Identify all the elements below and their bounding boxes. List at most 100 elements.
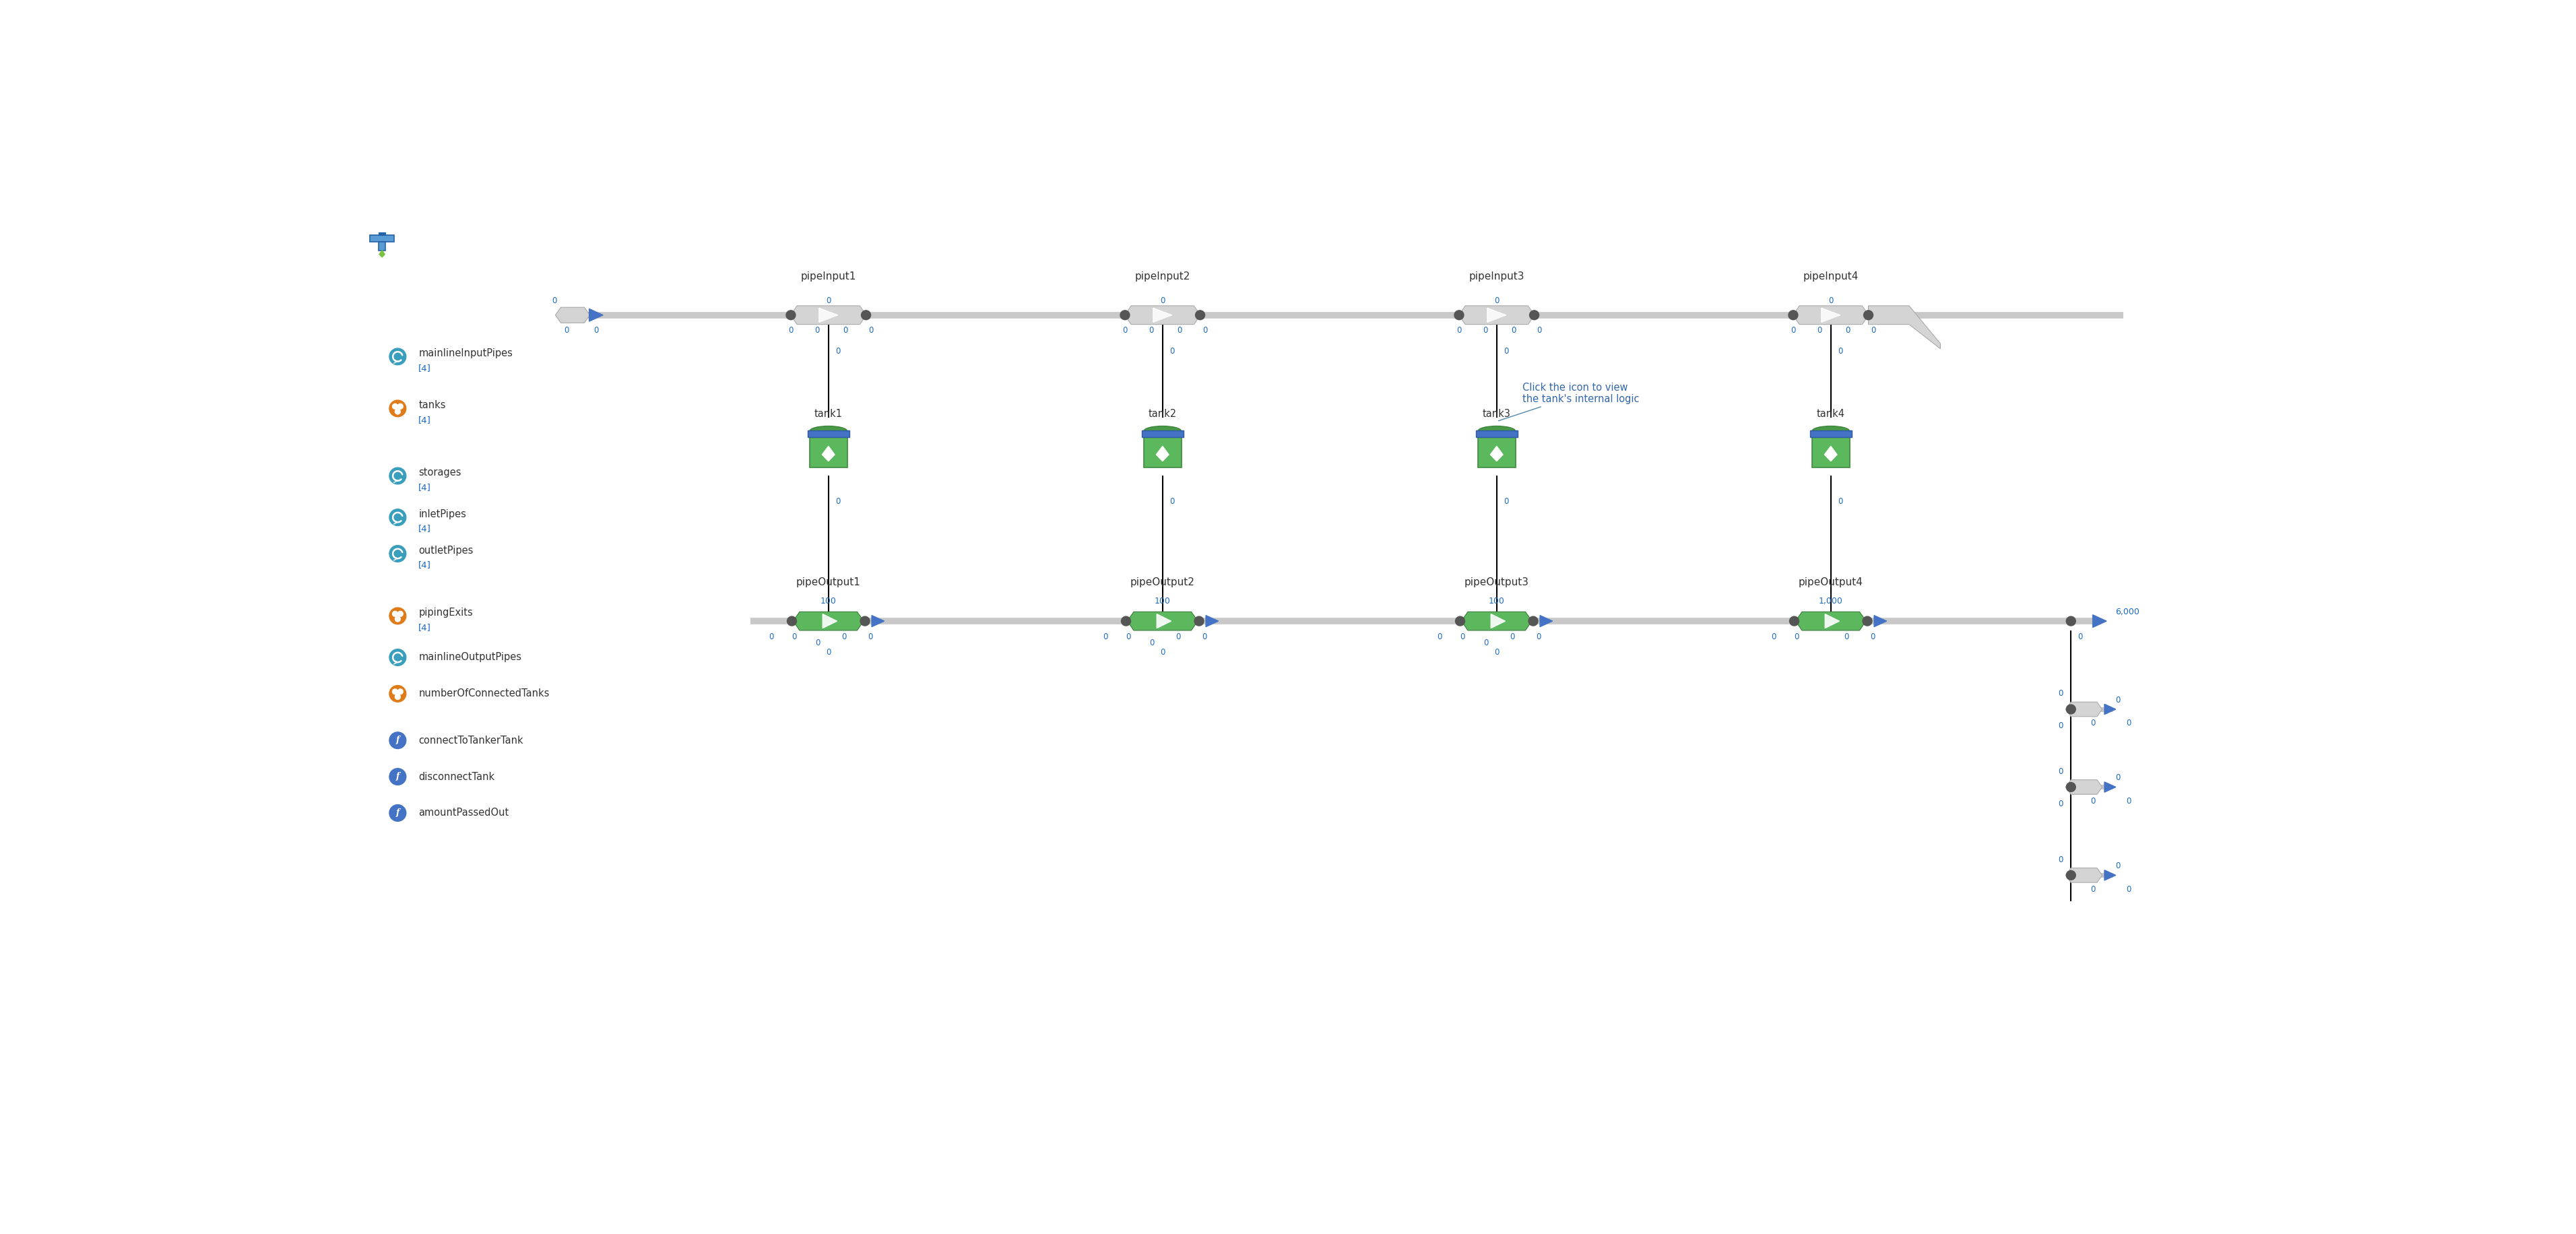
FancyBboxPatch shape — [379, 232, 386, 236]
Text: 0: 0 — [1870, 632, 1875, 640]
Text: 0: 0 — [1837, 497, 1842, 506]
Circle shape — [389, 400, 407, 417]
Text: 0: 0 — [835, 347, 840, 355]
Polygon shape — [1868, 306, 1940, 349]
Text: 100: 100 — [1154, 597, 1170, 606]
Ellipse shape — [1144, 426, 1182, 437]
Text: 0: 0 — [827, 296, 832, 305]
Circle shape — [2066, 782, 2076, 792]
Polygon shape — [793, 612, 863, 631]
Circle shape — [394, 616, 399, 622]
Text: 0: 0 — [827, 648, 832, 656]
Polygon shape — [1458, 306, 1535, 325]
Text: Click the icon to view
the tank's internal logic: Click the icon to view the tank's intern… — [1499, 383, 1641, 421]
Text: 0: 0 — [2125, 885, 2130, 893]
Text: 0: 0 — [1159, 648, 1164, 656]
Text: 0: 0 — [2058, 768, 2063, 776]
Text: 0: 0 — [768, 632, 773, 640]
Text: [4]: [4] — [417, 364, 430, 373]
FancyBboxPatch shape — [809, 431, 848, 468]
Circle shape — [786, 311, 796, 320]
Text: 0: 0 — [817, 638, 819, 648]
Circle shape — [397, 611, 402, 617]
Text: 0: 0 — [1504, 347, 1510, 355]
Circle shape — [1530, 311, 1538, 320]
Polygon shape — [1154, 308, 1172, 322]
Text: 0: 0 — [1844, 326, 1850, 334]
Circle shape — [1195, 311, 1206, 320]
Ellipse shape — [809, 426, 848, 437]
Circle shape — [1790, 617, 1798, 626]
Polygon shape — [1821, 308, 1839, 322]
Text: pipeOutput1: pipeOutput1 — [796, 578, 860, 587]
Circle shape — [2066, 870, 2076, 880]
Text: numberOfConnectedTanks: numberOfConnectedTanks — [417, 689, 549, 698]
Text: 0: 0 — [1535, 632, 1540, 640]
Polygon shape — [871, 616, 884, 627]
Ellipse shape — [1811, 426, 1850, 437]
Polygon shape — [379, 251, 384, 257]
FancyBboxPatch shape — [1144, 431, 1182, 468]
Circle shape — [389, 732, 407, 749]
Circle shape — [392, 689, 397, 695]
Text: 0: 0 — [1790, 326, 1795, 334]
Circle shape — [1455, 617, 1466, 626]
Polygon shape — [2105, 782, 2115, 792]
Text: inletPipes: inletPipes — [417, 510, 466, 520]
Circle shape — [1121, 311, 1131, 320]
Text: 0: 0 — [2079, 632, 2084, 640]
Text: [4]: [4] — [417, 482, 430, 491]
Text: [4]: [4] — [417, 560, 430, 569]
Circle shape — [389, 510, 407, 526]
Polygon shape — [1206, 616, 1218, 627]
Text: 0: 0 — [2089, 797, 2094, 806]
Polygon shape — [1486, 308, 1507, 322]
Polygon shape — [819, 308, 837, 322]
Text: 0: 0 — [2115, 861, 2120, 870]
Text: 0: 0 — [1504, 497, 1510, 506]
Text: pipeInput4: pipeInput4 — [1803, 271, 1857, 281]
Polygon shape — [1492, 615, 1504, 628]
Text: mainlineOutputPipes: mainlineOutputPipes — [417, 653, 523, 663]
Circle shape — [389, 607, 407, 624]
Circle shape — [1195, 617, 1203, 626]
Text: pipingExits: pipingExits — [417, 607, 474, 618]
Circle shape — [394, 695, 399, 700]
Text: pipeInput2: pipeInput2 — [1136, 271, 1190, 281]
Text: 0: 0 — [2115, 774, 2120, 782]
Polygon shape — [1795, 612, 1865, 631]
Circle shape — [392, 611, 397, 617]
Text: 0: 0 — [1159, 296, 1164, 305]
Polygon shape — [1157, 615, 1172, 628]
Text: 0: 0 — [1175, 632, 1180, 640]
Text: 0: 0 — [1126, 632, 1131, 640]
Text: connectToTankerTank: connectToTankerTank — [417, 735, 523, 745]
Text: mainlineInputPipes: mainlineInputPipes — [417, 348, 513, 359]
Circle shape — [394, 408, 399, 415]
Polygon shape — [1793, 306, 1868, 325]
Text: 0: 0 — [1829, 296, 1834, 305]
Polygon shape — [822, 615, 837, 628]
Text: 0: 0 — [2115, 696, 2120, 705]
Polygon shape — [556, 307, 590, 323]
Text: 0: 0 — [1149, 326, 1154, 334]
Circle shape — [2066, 617, 2076, 626]
Text: pipeOutput3: pipeOutput3 — [1463, 578, 1530, 587]
Circle shape — [389, 545, 407, 561]
Text: 0: 0 — [868, 632, 873, 640]
Text: 6,000: 6,000 — [2115, 607, 2141, 616]
Polygon shape — [2066, 780, 2102, 795]
Text: 100: 100 — [819, 597, 837, 606]
Text: 0: 0 — [791, 632, 796, 640]
Text: 0: 0 — [1512, 326, 1515, 334]
Text: tank4: tank4 — [1816, 408, 1844, 418]
Ellipse shape — [1479, 426, 1515, 437]
Text: 0: 0 — [2058, 690, 2063, 698]
Text: amountPassedOut: amountPassedOut — [417, 808, 510, 818]
Polygon shape — [791, 306, 866, 325]
Polygon shape — [1157, 447, 1170, 462]
Text: 0: 0 — [1455, 326, 1461, 334]
Polygon shape — [2105, 705, 2115, 714]
Circle shape — [397, 404, 402, 408]
Text: 0: 0 — [1770, 632, 1775, 640]
